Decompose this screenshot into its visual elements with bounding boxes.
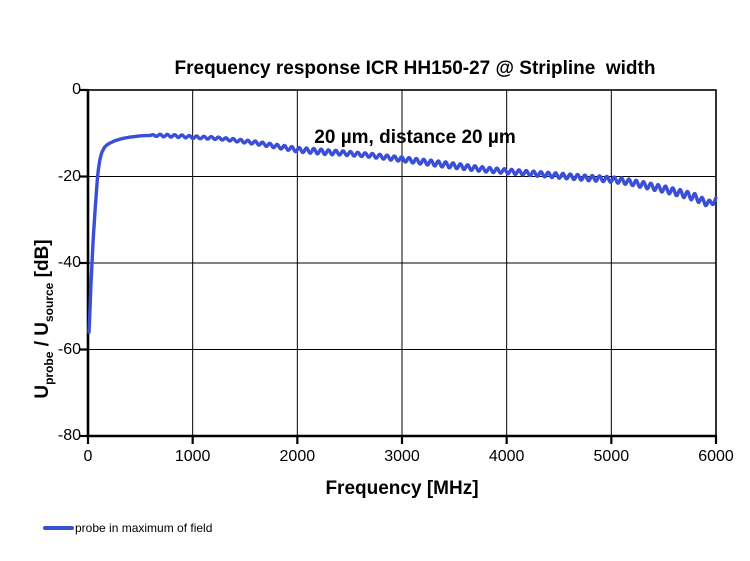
legend: probe in maximum of field [43,518,212,538]
y-axis-title-subscript: source [41,282,56,322]
chart-title-line2: 20 µm, distance 20 µm [314,127,516,148]
frequency-response-curve [87,132,718,334]
y-axis-title: Uprobe / Usource [dB] [31,179,56,459]
x-tick-label: 6000 [698,448,734,465]
y-axis-title-subscript: probe [41,351,56,385]
x-axis-title: Frequency [MHz] [325,478,479,499]
y-tick-label: -40 [57,254,81,271]
y-tick-label: 0 [72,81,81,98]
y-axis-title-text: / U [32,322,53,352]
x-tick-label: 2000 [279,448,316,465]
chart-title: Frequency response ICR HH150-27 @ Stripl… [80,11,750,172]
y-tick-label: -60 [57,340,81,358]
x-tick-label: 4000 [488,448,525,465]
y-tick-label: -20 [57,167,81,185]
x-tick-label: 3000 [384,448,420,465]
y-tick-label: -80 [57,427,81,444]
y-axis-title-text: U [32,384,53,399]
legend-line-swatch [43,526,74,530]
x-tick-label: 0 [83,448,93,465]
legend-label: probe in maximum of field [75,521,213,535]
y-axis-title-text: [dB] [32,239,53,283]
chart-title-line1: Frequency response ICR HH150-27 @ Stripl… [174,58,656,79]
x-tick-label: 5000 [593,448,630,465]
x-tick-label: 1000 [174,448,211,465]
